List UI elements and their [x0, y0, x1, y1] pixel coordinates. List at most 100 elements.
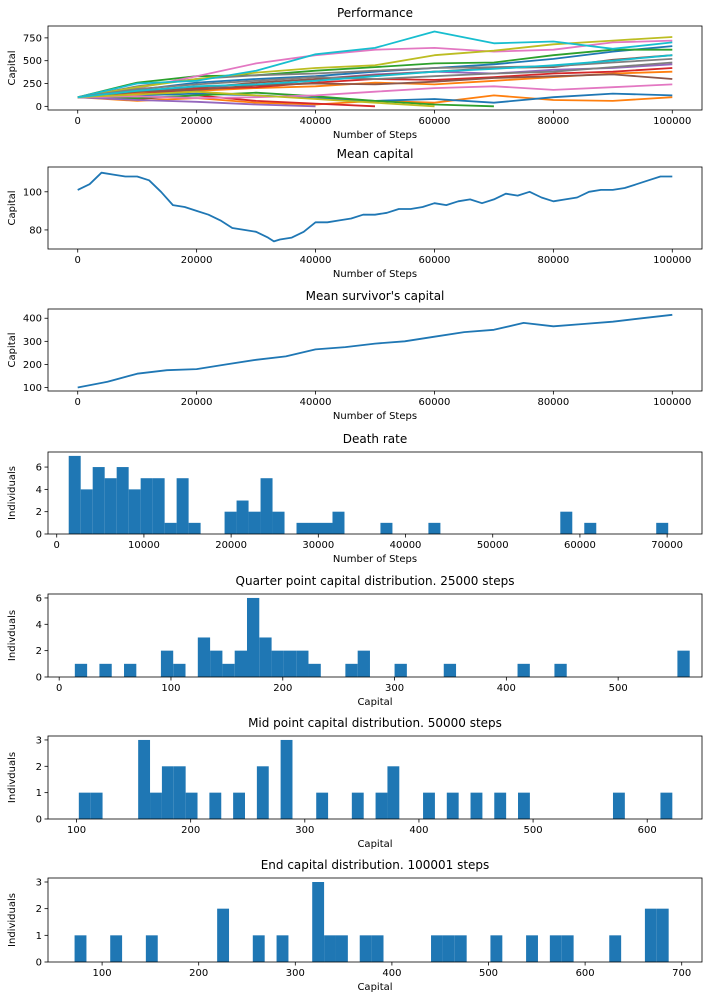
x-tick-label: 10000	[128, 540, 160, 551]
x-axis-label: Number of Steps	[333, 411, 417, 422]
x-tick-label: 100	[67, 825, 86, 836]
histogram-bar	[161, 766, 174, 819]
x-tick-label: 60000	[419, 116, 451, 127]
histogram-bar	[217, 908, 230, 962]
x-tick-label: 70000	[651, 540, 683, 551]
histogram-bar	[308, 663, 321, 677]
y-tick-label: 1	[36, 931, 42, 942]
histogram-bar	[222, 663, 235, 677]
y-tick-label: 500	[23, 56, 42, 67]
y-tick-label: 4	[36, 485, 42, 496]
histogram-bar	[160, 650, 174, 677]
histogram-bar	[296, 650, 309, 677]
histogram-bar	[345, 663, 358, 677]
x-tick-label: 400	[382, 968, 401, 979]
x-axis-label: Capital	[357, 839, 392, 850]
plot-area	[68, 455, 669, 534]
x-tick-label: 80000	[537, 397, 569, 408]
histogram-bar	[560, 511, 573, 534]
x-tick-label: 200	[181, 825, 200, 836]
x-tick-label: 40000	[300, 116, 332, 127]
x-tick-label: 80000	[537, 255, 569, 266]
histogram-bar	[375, 792, 388, 819]
histogram-bar	[140, 478, 153, 534]
x-tick-label: 200	[273, 683, 292, 694]
chart-title: Death rate	[343, 432, 407, 446]
histogram-bar	[256, 766, 269, 819]
histogram-bar	[233, 792, 245, 819]
plot-area	[74, 597, 690, 677]
series-line	[77, 96, 316, 108]
x-tick-label: 500	[479, 968, 498, 979]
x-tick-label: 50000	[477, 540, 509, 551]
y-tick-label: 300	[23, 337, 42, 348]
histogram-bar	[124, 663, 137, 677]
histogram-bar	[656, 522, 669, 534]
histogram-bar	[312, 882, 325, 962]
histogram-bar	[612, 792, 625, 819]
histogram-bar	[92, 467, 105, 534]
histogram-bar	[554, 663, 567, 677]
histogram-bar	[252, 935, 265, 962]
x-tick-label: 300	[385, 683, 404, 694]
histogram-bar	[128, 489, 141, 534]
y-tick-label: 4	[36, 620, 42, 631]
histogram-bar	[138, 739, 151, 819]
histogram-bar	[283, 650, 297, 677]
histogram-bar	[494, 792, 507, 819]
x-tick-label: 30000	[302, 540, 334, 551]
x-tick-label: 400	[409, 825, 428, 836]
y-tick-label: 0	[36, 673, 42, 684]
x-tick-label: 60000	[564, 540, 596, 551]
histogram-bar	[644, 908, 657, 962]
histogram-bar	[371, 935, 384, 962]
x-tick-label: 100000	[653, 397, 691, 408]
y-tick-label: 6	[36, 463, 42, 474]
axes-frame	[47, 451, 703, 535]
x-tick-label: 0	[54, 540, 60, 551]
histogram-bar	[584, 522, 597, 534]
y-axis-label: Capital	[7, 190, 18, 225]
x-tick-label: 100000	[653, 255, 691, 266]
histogram-bar	[387, 766, 400, 819]
histogram-bar	[259, 637, 272, 677]
series-line	[77, 30, 673, 99]
x-tick-label: 60000	[419, 397, 451, 408]
histogram-bar	[176, 478, 189, 534]
histogram-bar	[80, 489, 93, 534]
histogram-bar	[209, 792, 222, 819]
histogram-bar	[656, 908, 669, 962]
histogram-bar	[90, 792, 103, 819]
y-axis-label: Indivduals	[7, 610, 18, 661]
histogram-bar	[351, 792, 364, 819]
y-tick-label: 2	[36, 762, 42, 773]
histogram-bar	[324, 935, 336, 962]
x-axis-label: Capital	[357, 697, 392, 708]
histogram-bar	[332, 511, 345, 534]
y-tick-label: 2	[36, 646, 42, 657]
x-axis-label: Number of Steps	[333, 554, 417, 565]
y-tick-label: 100	[23, 383, 42, 394]
histogram-bar	[197, 637, 211, 677]
x-tick-label: 200	[189, 968, 208, 979]
histogram-bar	[104, 478, 117, 534]
histogram-bar	[357, 650, 370, 677]
histogram-bar	[470, 792, 483, 819]
axes-frame	[47, 166, 703, 250]
histogram-bar	[359, 935, 372, 962]
x-tick-label: 600	[638, 825, 657, 836]
histogram-bar	[394, 663, 407, 677]
chart-panel-6: 100 200 300 400 500 600 0 1 2 3 Mid point capital …	[7, 716, 703, 850]
x-tick-label: 400	[497, 683, 516, 694]
histogram-bar	[517, 663, 530, 677]
histogram-bar	[446, 792, 459, 819]
chart-panel-3: 0 20000 40000 60000 80000 100000 100 200 300 400 M…	[7, 289, 703, 422]
y-tick-label: 1	[36, 788, 42, 799]
histogram-bar	[549, 935, 562, 962]
x-tick-label: 0	[75, 116, 81, 127]
x-tick-label: 40000	[300, 397, 332, 408]
x-tick-label: 20000	[181, 116, 213, 127]
series-line	[77, 73, 673, 99]
plot-area	[77, 313, 673, 389]
